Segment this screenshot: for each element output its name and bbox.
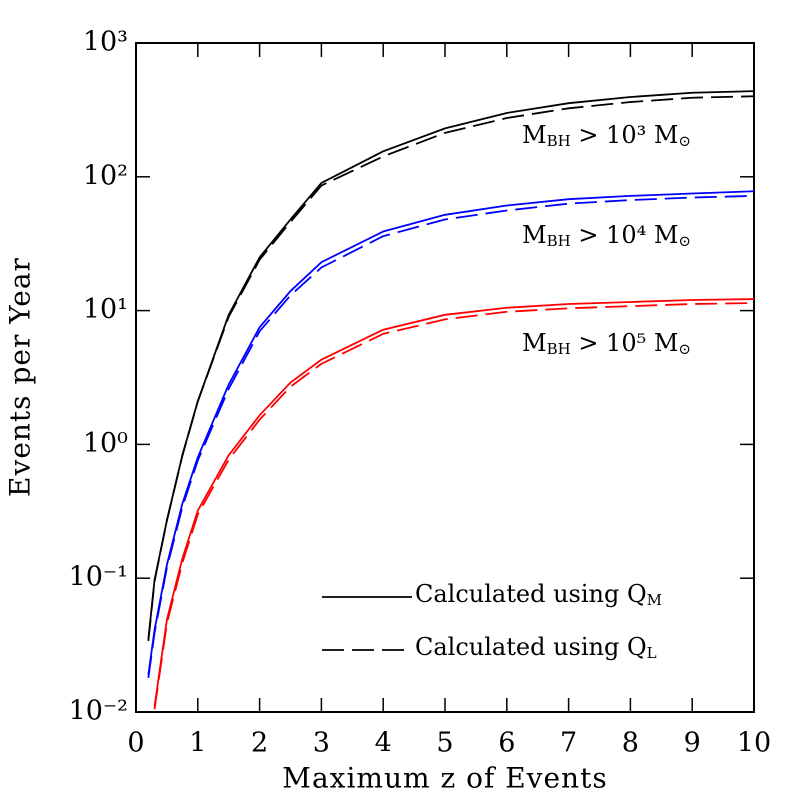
y-tick-label: 10³ bbox=[83, 27, 128, 58]
annotation: MBH > 10⁵ M⊙ bbox=[522, 329, 691, 359]
subscript: BH bbox=[547, 232, 571, 250]
x-tick-label: 6 bbox=[498, 728, 515, 759]
series-line bbox=[153, 302, 754, 710]
x-tick-label: 8 bbox=[622, 728, 639, 759]
series-line bbox=[147, 95, 754, 641]
x-tick-label: 3 bbox=[313, 728, 330, 759]
y-axis-label: Events per Year bbox=[4, 257, 37, 497]
y-tick-label: 10¹ bbox=[83, 294, 128, 325]
label-text: M bbox=[522, 221, 547, 249]
annotation: MBH > 10³ M⊙ bbox=[522, 121, 691, 151]
subscript: BH bbox=[547, 340, 571, 358]
series-line bbox=[153, 298, 754, 707]
x-tick-label: 5 bbox=[436, 728, 453, 759]
label-text: Calculated using Q bbox=[415, 580, 647, 608]
annotation: MBH > 10⁴ M⊙ bbox=[522, 221, 691, 251]
x-tick-label: 10 bbox=[737, 728, 771, 759]
label-text: > 10⁵ M bbox=[571, 329, 679, 357]
y-tick-label: 10⁻¹ bbox=[69, 562, 128, 593]
label-text: M bbox=[522, 329, 547, 357]
x-tick-label: 2 bbox=[251, 728, 268, 759]
subscript: BH bbox=[547, 132, 571, 150]
y-tick-label: 10² bbox=[83, 160, 128, 191]
x-axis-label: Maximum z of Events bbox=[282, 762, 607, 795]
subscript: M bbox=[647, 591, 662, 609]
label-text: > 10⁴ M bbox=[571, 221, 679, 249]
x-tick-label: 4 bbox=[375, 728, 392, 759]
series-line bbox=[147, 190, 754, 675]
x-tick-label: 7 bbox=[560, 728, 577, 759]
curves bbox=[147, 90, 754, 710]
subscript: ⊙ bbox=[678, 232, 691, 250]
subscript: L bbox=[647, 644, 657, 662]
subscript: ⊙ bbox=[678, 340, 691, 358]
label-text: > 10³ M bbox=[571, 121, 679, 149]
x-tick-label: 9 bbox=[684, 728, 701, 759]
subscript: ⊙ bbox=[678, 132, 691, 150]
series-line bbox=[147, 194, 754, 678]
legend-entry: Calculated using QL bbox=[415, 633, 657, 663]
y-tick-label: 10⁻² bbox=[69, 696, 128, 727]
x-tick-label: 0 bbox=[127, 728, 144, 759]
label-text: Calculated using Q bbox=[415, 633, 647, 661]
x-tick-label: 1 bbox=[189, 728, 206, 759]
label-text: M bbox=[522, 121, 547, 149]
legend-entry: Calculated using QM bbox=[415, 580, 662, 610]
y-tick-label: 10⁰ bbox=[83, 428, 128, 459]
